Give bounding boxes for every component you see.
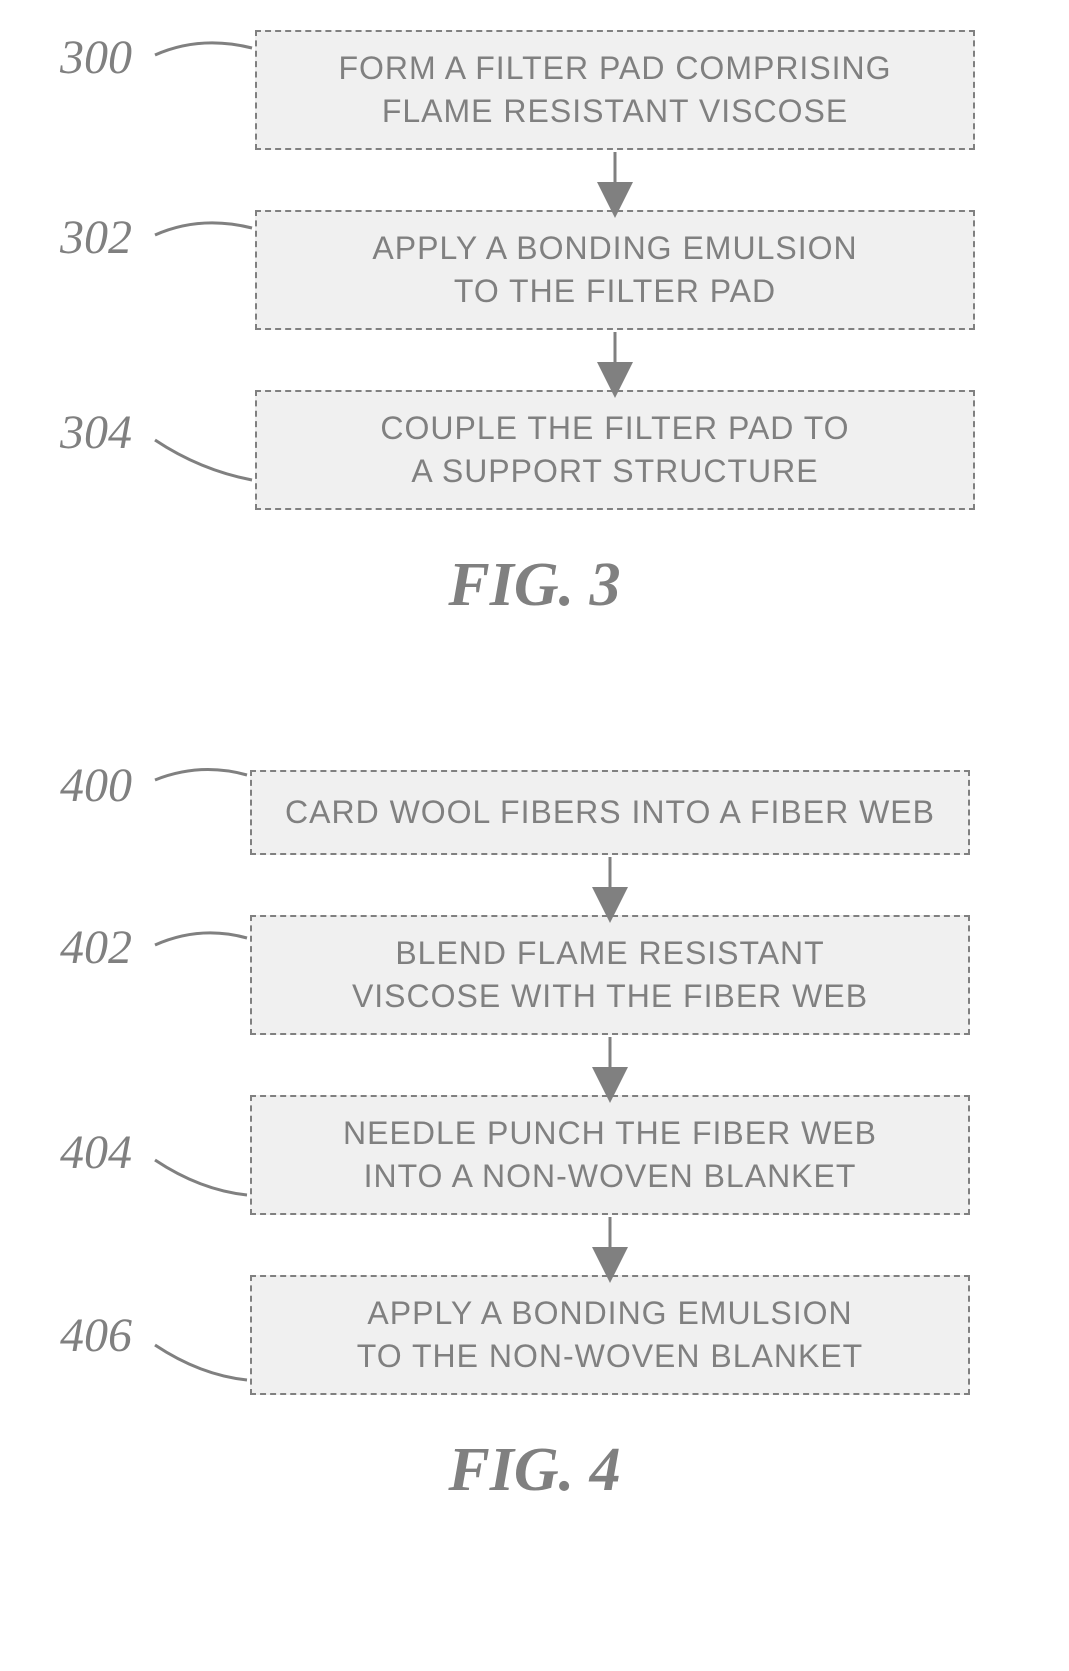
fig3-box-302: APPLY A BONDING EMULSIONTO THE FILTER PA… [255,210,975,330]
fig4-box-404: NEEDLE PUNCH THE FIBER WEBINTO A NON-WOV… [250,1095,970,1215]
fig3-box-300: FORM A FILTER PAD COMPRISINGFLAME RESIST… [255,30,975,150]
fig4-caption: FIG. 4 [0,1435,1069,1506]
fig4-box-406: APPLY A BONDING EMULSIONTO THE NON-WOVEN… [250,1275,970,1395]
fig3-ref-304: 304 [60,405,132,460]
fig3-ref-302: 302 [60,210,132,265]
fig4-ref-402: 402 [60,920,132,975]
fig4-box-400-text: CARD WOOL FIBERS INTO A FIBER WEB [285,791,935,834]
fig3-box-300-text: FORM A FILTER PAD COMPRISINGFLAME RESIST… [338,47,891,133]
fig3-box-304-text: COUPLE THE FILTER PAD TOA SUPPORT STRUCT… [380,407,849,493]
fig4-box-406-text: APPLY A BONDING EMULSIONTO THE NON-WOVEN… [357,1292,863,1378]
fig4-box-400: CARD WOOL FIBERS INTO A FIBER WEB [250,770,970,855]
fig4-box-402: BLEND FLAME RESISTANTVISCOSE WITH THE FI… [250,915,970,1035]
fig3-box-304: COUPLE THE FILTER PAD TOA SUPPORT STRUCT… [255,390,975,510]
figure-4-container: CARD WOOL FIBERS INTO A FIBER WEB BLEND … [0,680,1069,1671]
fig3-box-302-text: APPLY A BONDING EMULSIONTO THE FILTER PA… [372,227,857,313]
fig3-caption: FIG. 3 [0,550,1069,621]
fig3-ref-300: 300 [60,30,132,85]
fig4-box-404-text: NEEDLE PUNCH THE FIBER WEBINTO A NON-WOV… [343,1112,877,1198]
fig4-ref-406: 406 [60,1308,132,1363]
figure-3-container: FORM A FILTER PAD COMPRISINGFLAME RESIST… [0,0,1069,680]
fig4-ref-404: 404 [60,1125,132,1180]
fig4-box-402-text: BLEND FLAME RESISTANTVISCOSE WITH THE FI… [352,932,868,1018]
fig4-ref-400: 400 [60,758,132,813]
